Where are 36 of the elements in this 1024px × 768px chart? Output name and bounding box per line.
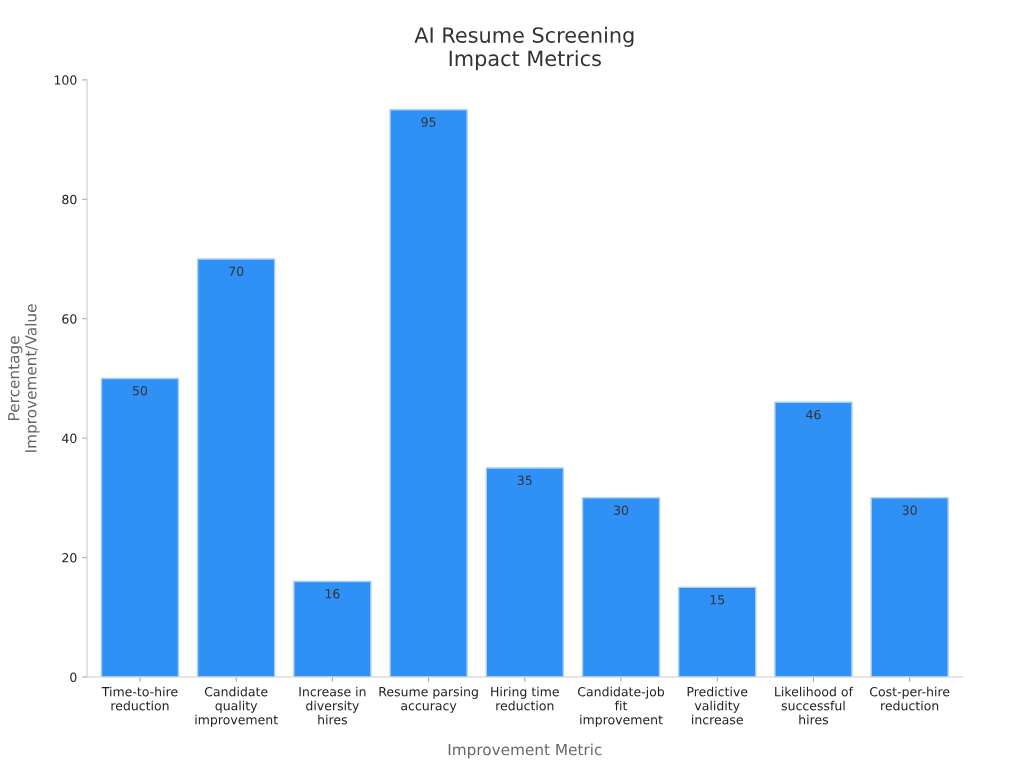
bar	[774, 401, 853, 677]
y-tick-label: 20	[62, 553, 77, 563]
data-label: 30	[614, 505, 629, 515]
y-tick-label: 100	[54, 75, 77, 85]
x-tick-label: Increase in diversity hires	[299, 686, 366, 725]
bar	[389, 109, 468, 677]
x-tick-label: Resume parsing accuracy	[379, 686, 478, 713]
y-tick-label: 80	[62, 194, 77, 205]
data-label: 16	[325, 589, 340, 599]
data-label: 46	[806, 409, 821, 420]
bar	[581, 497, 661, 677]
bar	[196, 258, 276, 677]
y-tick-label: 40	[62, 433, 77, 444]
x-tick-label: Time-to-hire reduction	[101, 686, 178, 711]
bar	[678, 586, 757, 677]
data-label: 50	[132, 386, 148, 396]
bar	[100, 377, 180, 677]
y-tick-label: 0	[70, 672, 77, 682]
x-tick-label: Hiring time reduction	[491, 686, 559, 711]
x-tick-label: Likelihood of successful hires	[775, 686, 854, 725]
x-axis-title: Improvement Metric	[448, 743, 602, 759]
data-label: 15	[710, 595, 725, 605]
x-tick-label: Cost-per-hire reduction	[869, 686, 950, 711]
bar	[485, 467, 564, 677]
chart-title: AI Resume Screening Impact Metrics	[414, 26, 634, 71]
x-tick-label: Predictive validity increase	[687, 686, 748, 725]
y-tick-label: 60	[62, 314, 77, 324]
data-label: 35	[517, 475, 532, 486]
data-label: 95	[421, 117, 436, 127]
bar	[870, 497, 949, 677]
x-tick-label: Candidate quality improvement	[195, 686, 278, 727]
x-tick-label: Candidate-job fit improvement	[577, 686, 665, 727]
data-label: 70	[229, 266, 244, 277]
bar	[293, 580, 372, 677]
y-axis-title: Percentage Improvement/Value	[8, 304, 40, 452]
data-label: 30	[902, 505, 917, 515]
